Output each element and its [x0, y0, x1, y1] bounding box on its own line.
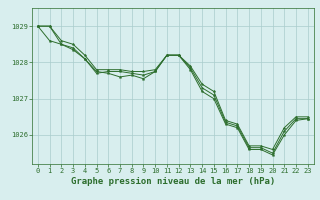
- X-axis label: Graphe pression niveau de la mer (hPa): Graphe pression niveau de la mer (hPa): [71, 177, 275, 186]
